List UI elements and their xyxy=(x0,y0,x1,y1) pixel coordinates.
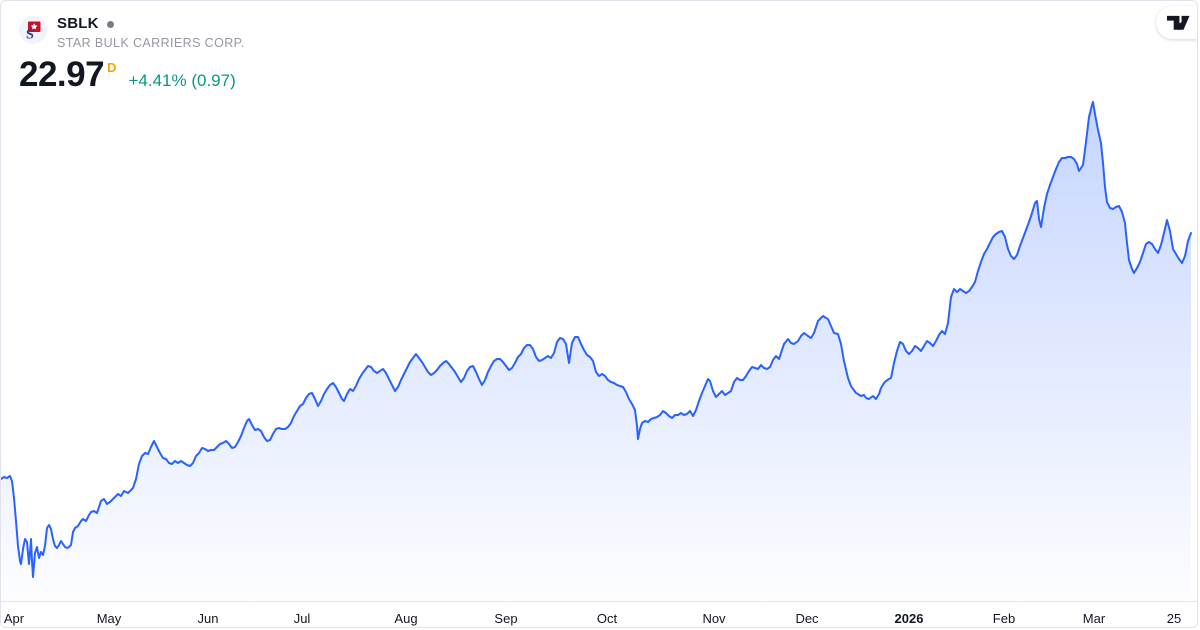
area-fill xyxy=(1,102,1191,602)
symbol-logo: S xyxy=(19,16,47,44)
tradingview-logo-button[interactable] xyxy=(1156,6,1197,39)
tradingview-icon xyxy=(1167,15,1190,30)
price-change: +4.41% (0.97) xyxy=(128,71,236,90)
x-axis-label-25: 25 xyxy=(1166,611,1182,626)
interval-badge: D xyxy=(107,60,117,75)
market-status-icon xyxy=(106,20,114,28)
x-axis-label-feb: Feb xyxy=(992,611,1016,626)
x-axis-labels: Apr May Jun Jul Aug Sep Oct Nov Dec 2026 Feb Mar 25 xyxy=(1,609,1197,627)
price-line xyxy=(1,101,1192,578)
x-axis-label-apr: Apr xyxy=(3,611,25,626)
x-axis-label-jul: Jul xyxy=(293,611,311,626)
symbol-header: S SBLK STAR BULK CARRIERS CORP. 22.97 D … xyxy=(19,15,245,92)
x-axis-label-dec: Dec xyxy=(795,611,819,626)
star-bulk-logo-icon: S xyxy=(26,21,41,43)
x-axis-label-nov: Nov xyxy=(702,611,726,626)
x-axis-label-oct: Oct xyxy=(596,611,618,626)
x-axis-label-mar: Mar xyxy=(1082,611,1106,626)
x-axis-label-may: May xyxy=(96,611,122,626)
last-price: 22.97 xyxy=(19,55,105,94)
ticker-symbol[interactable]: SBLK xyxy=(57,15,99,32)
company-name: STAR BULK CARRIERS CORP. xyxy=(57,36,245,50)
x-axis-label-sep: Sep xyxy=(494,611,518,626)
x-axis-label-jun: Jun xyxy=(197,611,219,626)
x-axis-separator xyxy=(1,601,1197,602)
x-axis-label-aug: Aug xyxy=(394,611,418,626)
x-axis-label-2026: 2026 xyxy=(894,611,924,626)
svg-text:S: S xyxy=(26,28,34,43)
